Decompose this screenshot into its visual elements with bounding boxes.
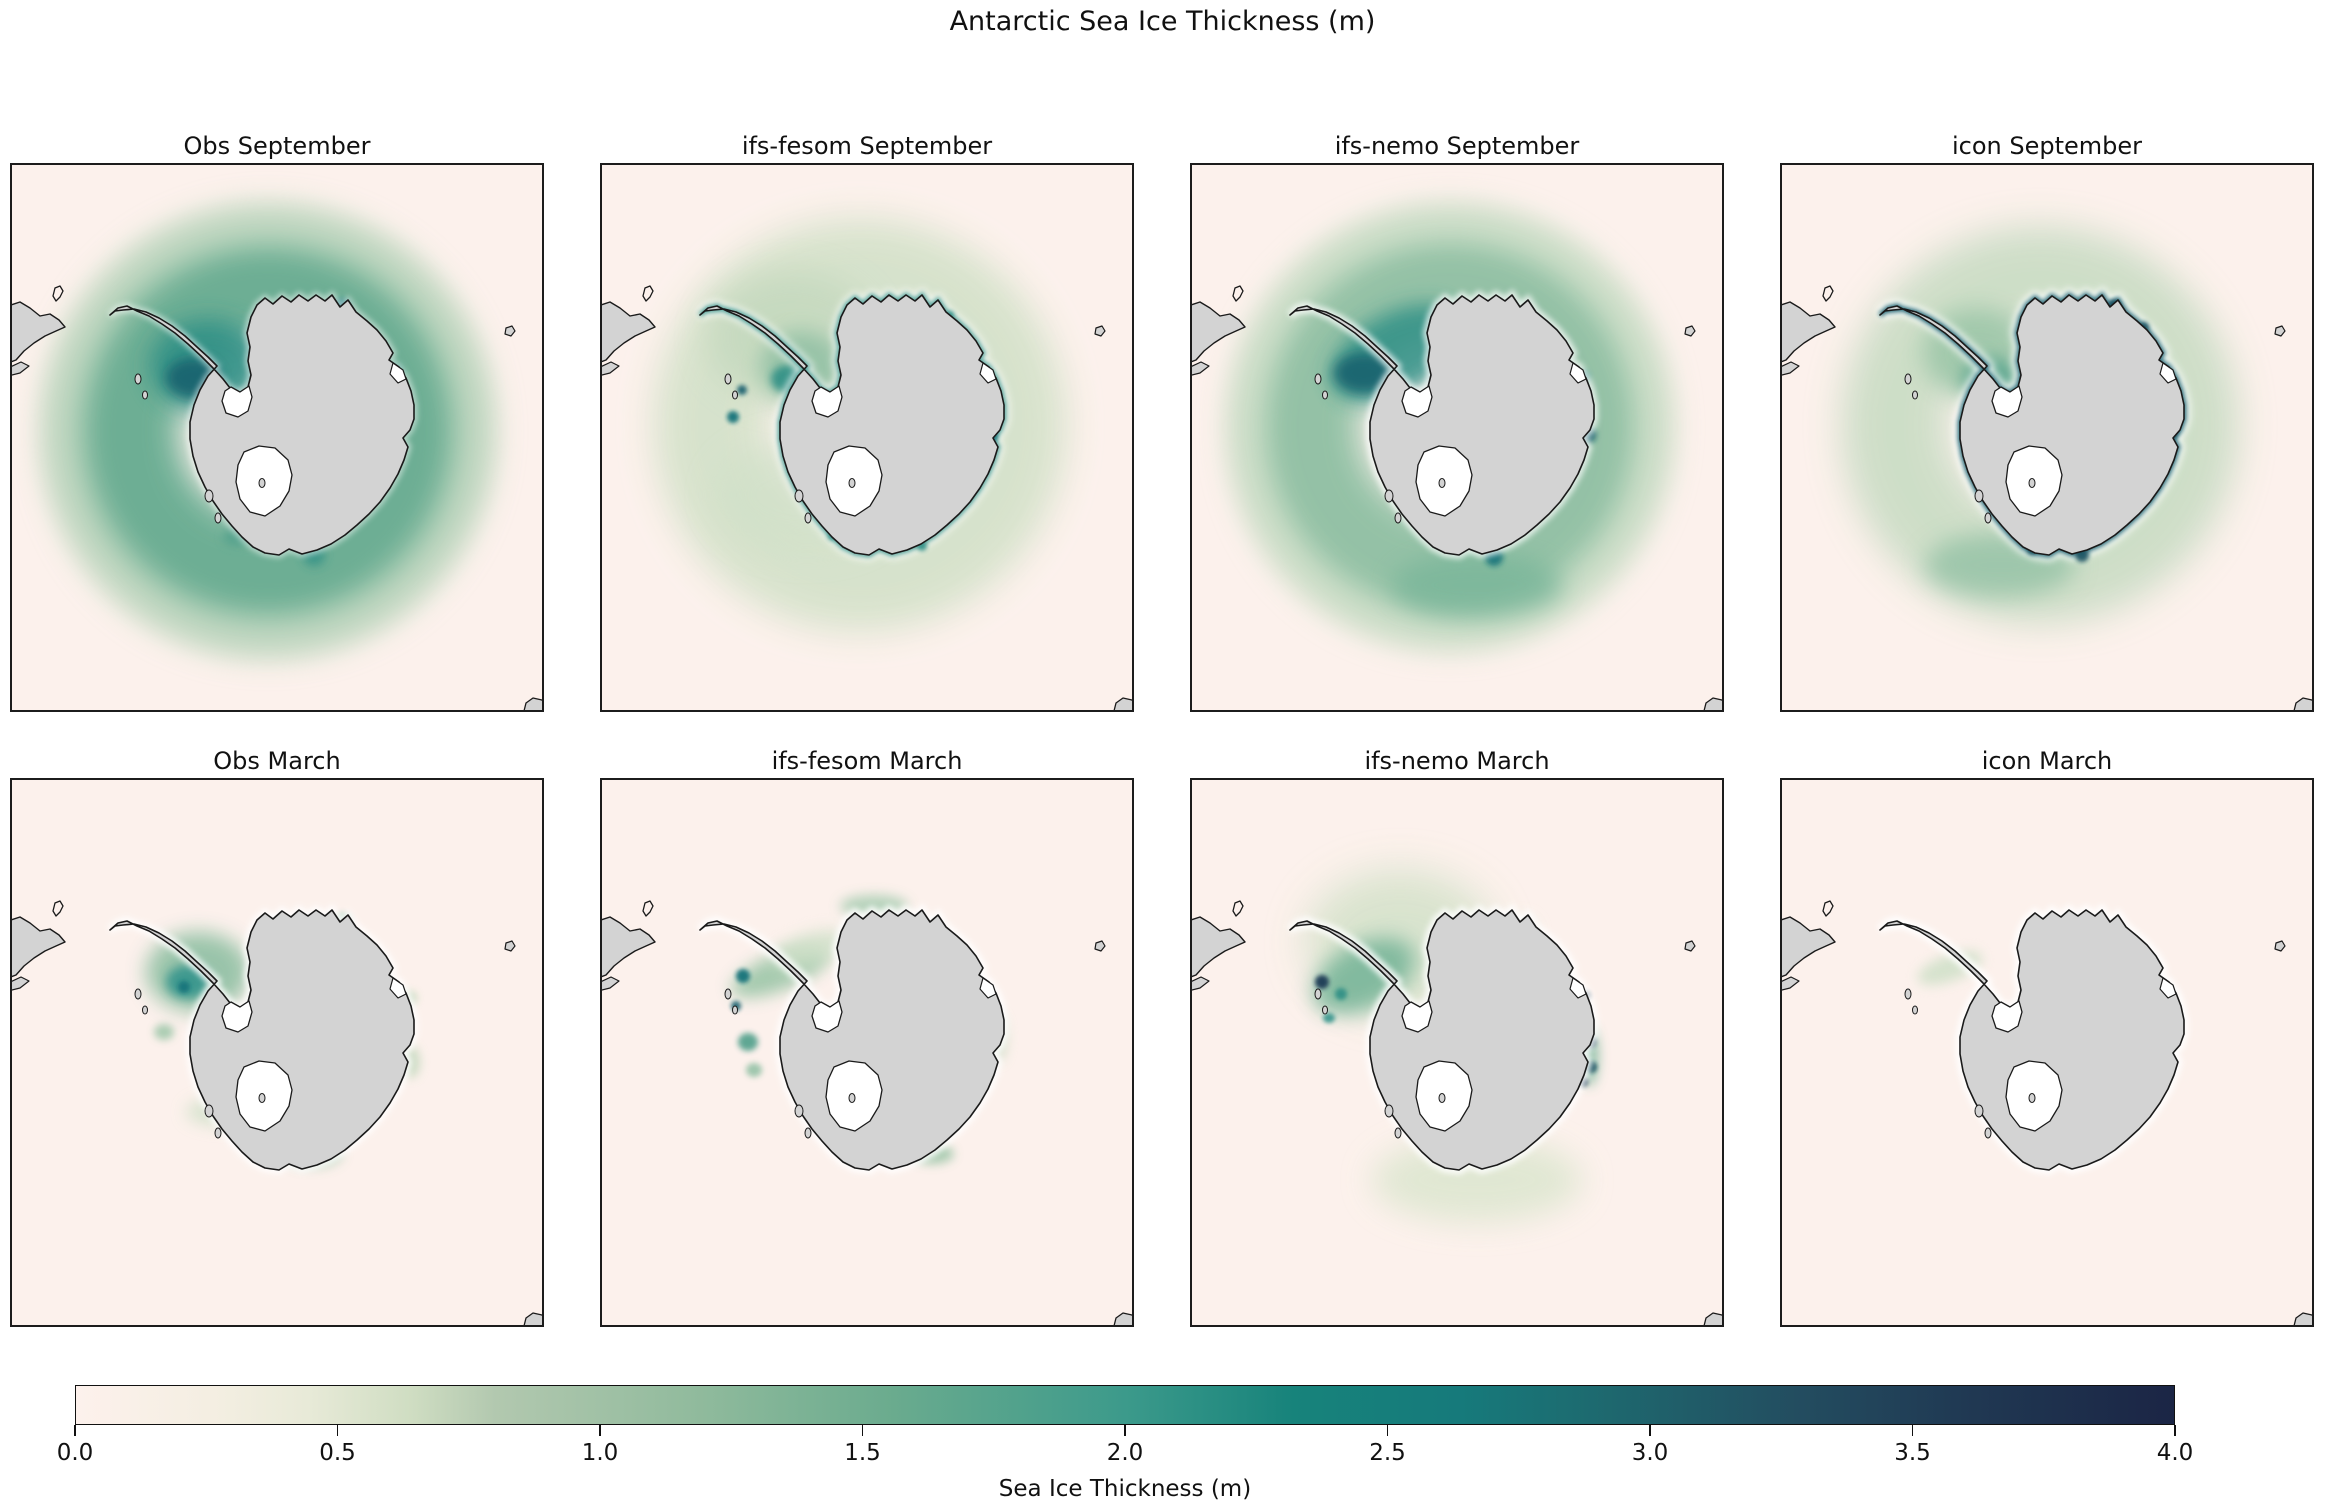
tick-mark bbox=[2174, 1425, 2176, 1436]
map-panel-ifs-fesom-september: ifs-fesom September bbox=[600, 132, 1134, 712]
colorbar-tick-label: 4.0 bbox=[2156, 1440, 2194, 1466]
colorbar-tick-label: 2.0 bbox=[1106, 1440, 1144, 1466]
panel-title: Obs September bbox=[183, 132, 371, 160]
map-panel-obs-september: Obs September bbox=[10, 132, 544, 712]
map-panel-icon-march: icon March bbox=[1780, 747, 2314, 1327]
tick-mark bbox=[1911, 1425, 1914, 1436]
tick-mark bbox=[599, 1425, 601, 1436]
map-icon-march bbox=[1782, 780, 2312, 1325]
panel-title: Obs March bbox=[213, 747, 341, 775]
colorbar-tick-label: 2.5 bbox=[1369, 1440, 1406, 1466]
map-ifs-fesom-september bbox=[602, 165, 1132, 710]
map-icon-september bbox=[1782, 165, 2312, 710]
panel-title: ifs-fesom September bbox=[741, 132, 993, 160]
tick-mark bbox=[1386, 1425, 1389, 1436]
map-panel-obs-march: Obs March bbox=[10, 747, 544, 1327]
colorbar-label: Sea Ice Thickness (m) bbox=[998, 1476, 1252, 1502]
tick-mark bbox=[74, 1425, 76, 1436]
colorbar-tick-label: 0.0 bbox=[56, 1440, 94, 1466]
map-panel-icon-september: icon September bbox=[1780, 132, 2314, 712]
sea-ice-layer bbox=[1225, 202, 1675, 652]
map-panel-ifs-nemo-march: ifs-nemo March bbox=[1190, 747, 1724, 1327]
panel-title: icon March bbox=[1981, 747, 2113, 775]
panel-title: ifs-nemo September bbox=[1334, 132, 1580, 160]
colorbar bbox=[75, 1385, 2175, 1425]
colorbar-tick-label: 1.5 bbox=[844, 1440, 881, 1466]
colorbar-tick-label: 3.5 bbox=[1894, 1440, 1931, 1466]
colorbar-tick-label: 1.0 bbox=[581, 1440, 619, 1466]
map-ifs-fesom-march bbox=[602, 780, 1132, 1325]
colorbar-tick-label: 0.5 bbox=[319, 1440, 356, 1466]
sea-ice-layer bbox=[38, 201, 498, 661]
panel-title: ifs-fesom March bbox=[771, 747, 963, 775]
panel-title: icon September bbox=[1951, 132, 2143, 160]
tick-mark bbox=[1124, 1425, 1126, 1436]
tick-mark bbox=[336, 1425, 339, 1436]
tick-mark bbox=[861, 1425, 864, 1436]
tick-mark bbox=[1649, 1425, 1651, 1436]
colorbar-tick-label: 3.0 bbox=[1631, 1440, 1669, 1466]
sea-ice-layer bbox=[1841, 226, 2239, 624]
panel-title: ifs-nemo March bbox=[1364, 747, 1550, 775]
map-obs-september bbox=[12, 165, 542, 710]
map-panel-ifs-nemo-september: ifs-nemo September bbox=[1190, 132, 1724, 712]
map-ifs-nemo-march bbox=[1192, 780, 1722, 1325]
figure-title: Antarctic Sea Ice Thickness (m) bbox=[949, 6, 1376, 37]
map-panel-ifs-fesom-march: ifs-fesom March bbox=[600, 747, 1134, 1327]
map-ifs-nemo-september bbox=[1192, 165, 1722, 710]
map-obs-march bbox=[12, 780, 542, 1325]
